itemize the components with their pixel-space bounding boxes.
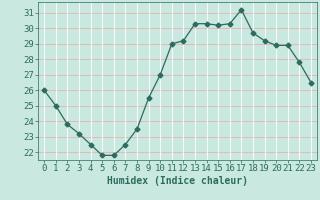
- X-axis label: Humidex (Indice chaleur): Humidex (Indice chaleur): [107, 176, 248, 186]
